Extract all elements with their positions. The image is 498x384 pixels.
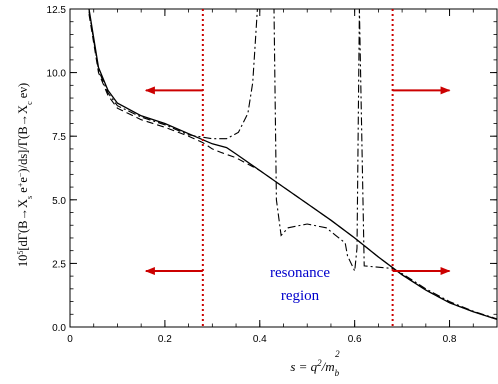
x-axis-label: s = q2/mb2 xyxy=(290,349,340,378)
x-tick-label: 0 xyxy=(67,334,73,345)
annotation-line2: region xyxy=(281,288,320,304)
tick-labels: 0 0.2 0.4 0.6 0.8 0.0 2.5 5.0 7.5 10.0 12.5 xyxy=(47,5,457,345)
curves xyxy=(88,9,497,321)
x-tick-label: 0.8 xyxy=(443,334,457,345)
y-tick-label: 0.0 xyxy=(52,323,66,334)
axes xyxy=(69,8,498,328)
x-tick-label: 0.4 xyxy=(253,334,267,345)
y-tick-label: 2.5 xyxy=(52,259,66,270)
y-axis-label: 105[dΓ(B→Xs e+e−)/ds]/Γ(B→Xc eν) xyxy=(16,83,34,267)
x-tick-label: 0.2 xyxy=(158,334,172,345)
arrows xyxy=(144,86,451,276)
annotation-line1: resonance xyxy=(270,265,330,281)
y-tick-label: 12.5 xyxy=(47,5,67,16)
cut-lines xyxy=(201,9,394,327)
series-dashdot-line xyxy=(88,9,497,320)
y-tick-label: 5.0 xyxy=(52,196,66,207)
x-tick-label: 0.6 xyxy=(348,334,362,345)
y-tick-label: 10.0 xyxy=(47,69,67,80)
y-tick-label: 7.5 xyxy=(52,132,66,143)
series-dashed-line xyxy=(88,14,497,320)
